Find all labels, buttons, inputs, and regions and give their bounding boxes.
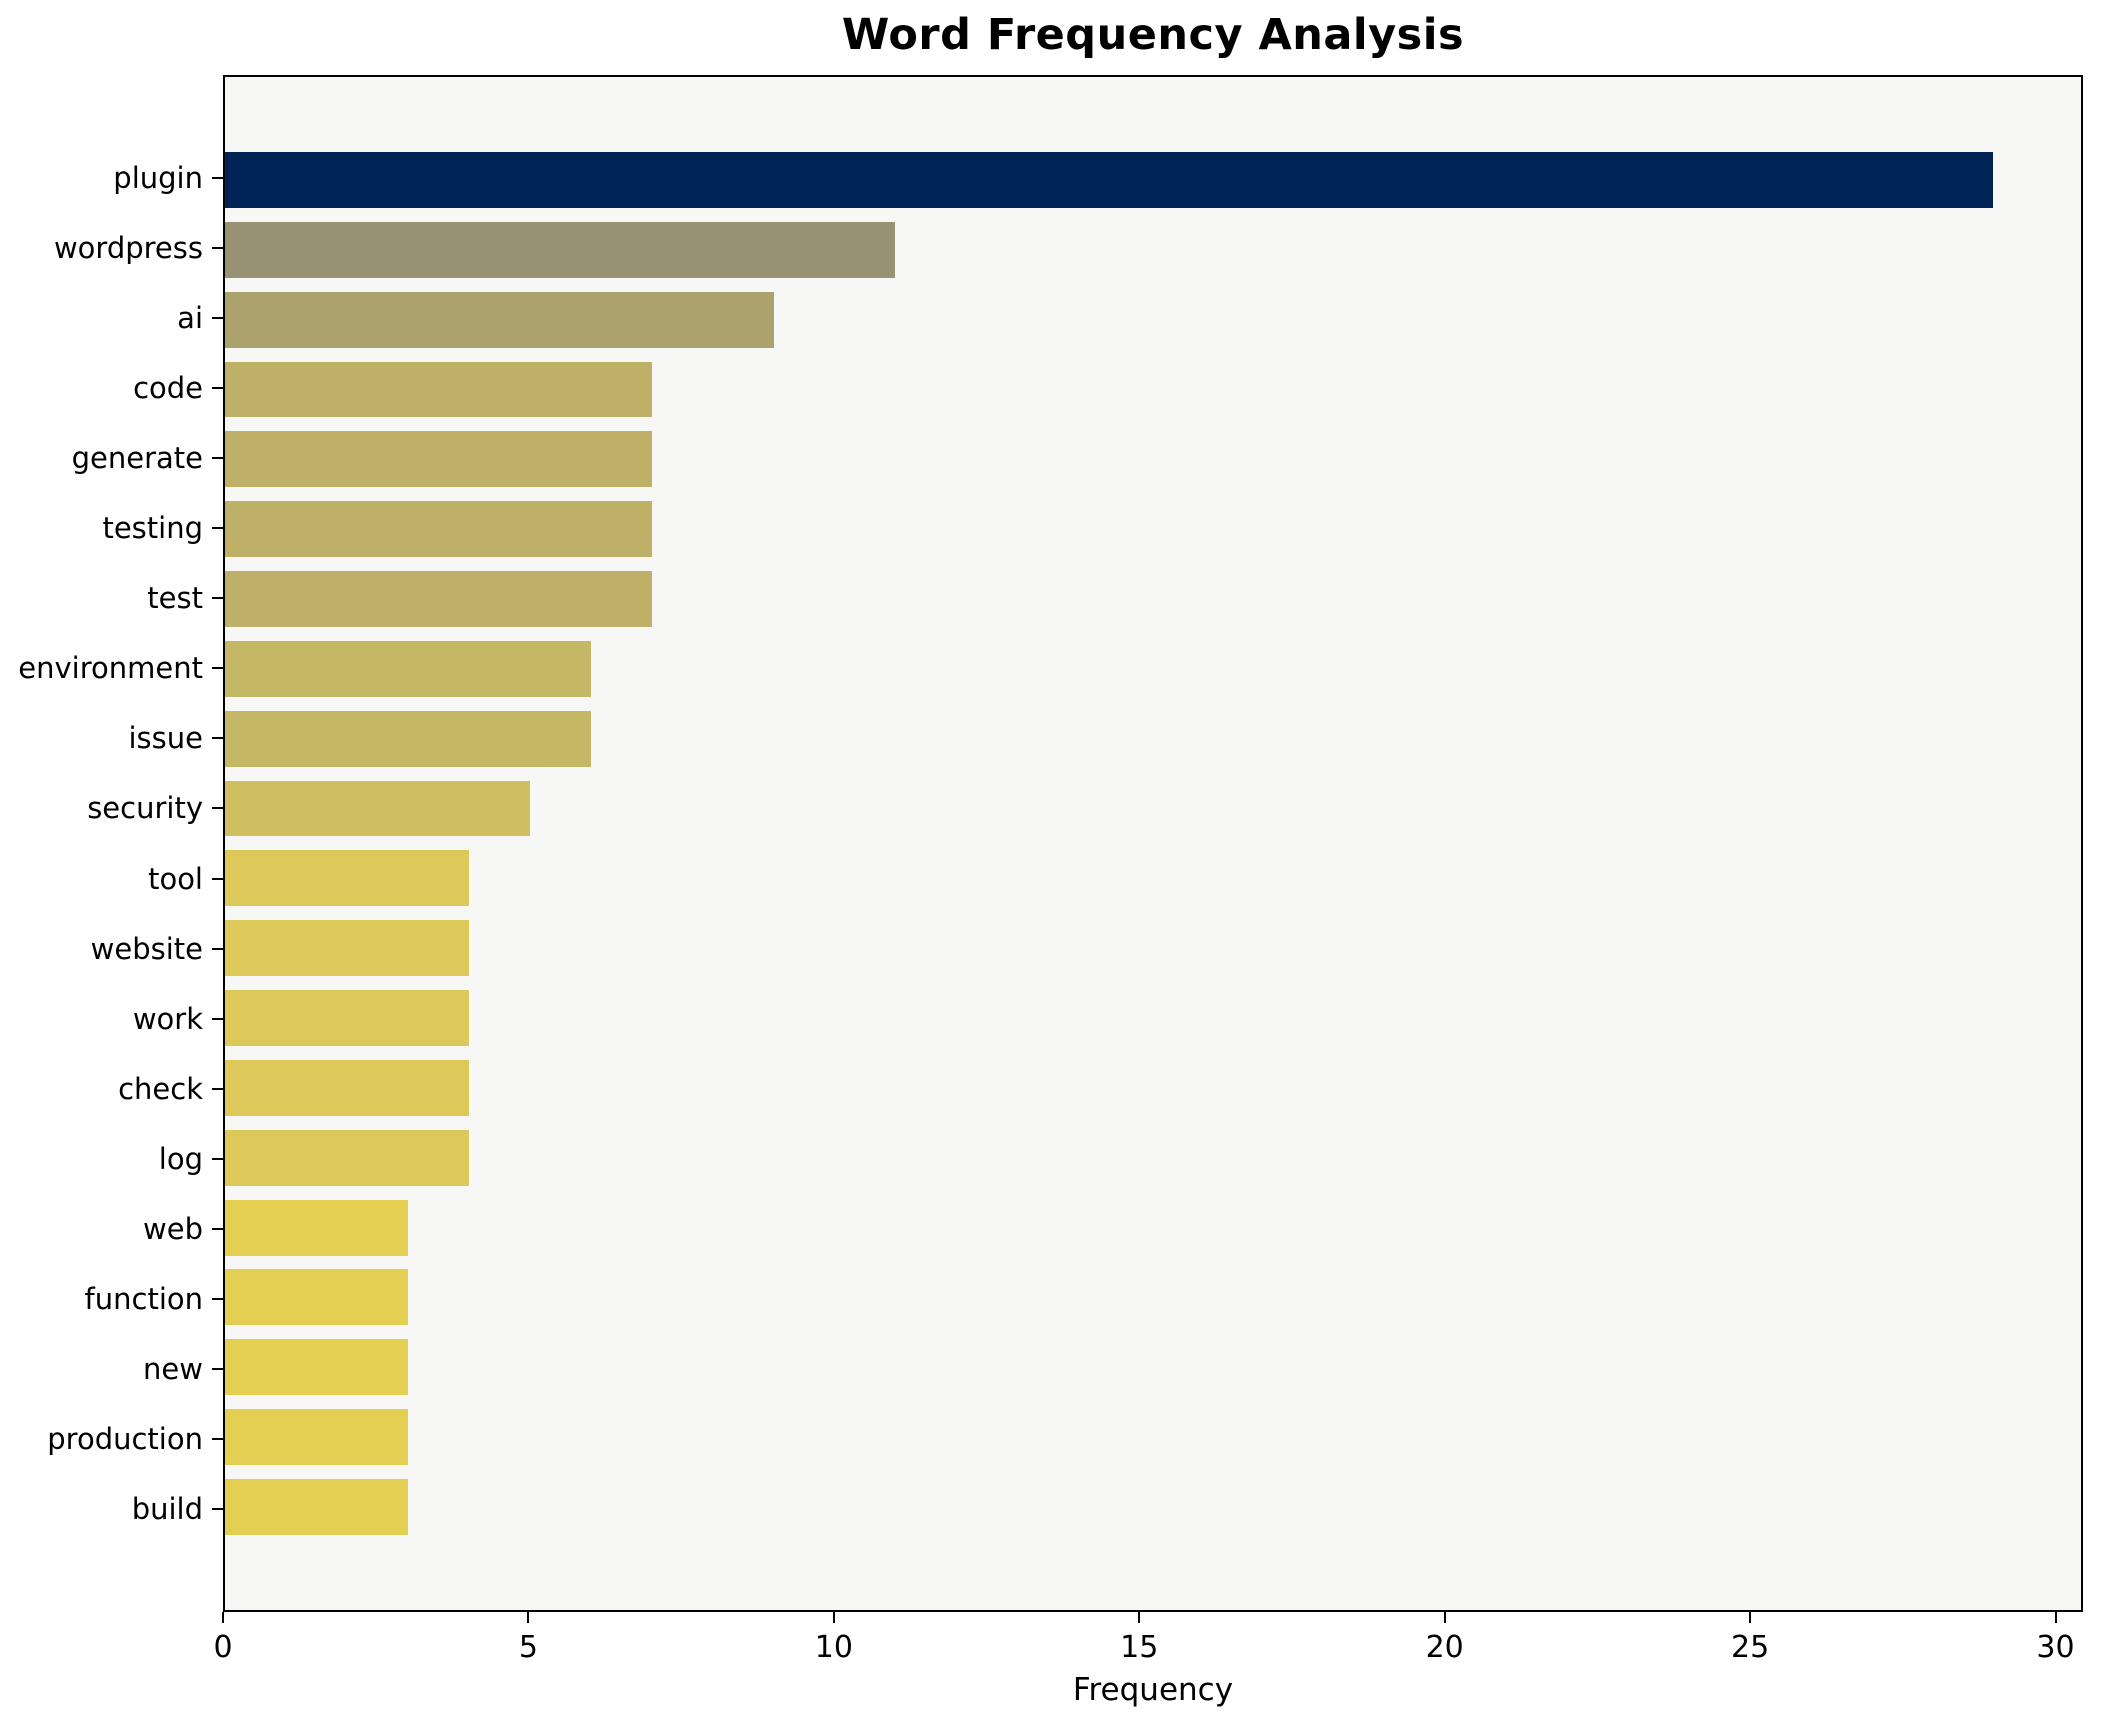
bar-generate [225, 431, 652, 488]
bar-rows [225, 145, 2081, 1542]
y-tick-mark [212, 527, 223, 530]
bar-row-security [225, 774, 2081, 844]
x-tick-label-25: 25 [1730, 1630, 1770, 1665]
y-tick-mark [212, 1367, 223, 1370]
x-tick-mark [1138, 1612, 1141, 1623]
y-tick-mark [212, 597, 223, 600]
bar-row-tool [225, 843, 2081, 913]
y-tick-mark [212, 807, 223, 810]
y-tick-label-log: log [158, 1141, 203, 1176]
y-tick-label-website: website [90, 931, 203, 966]
bar-code [225, 361, 652, 418]
y-tick-label-environment: environment [18, 651, 203, 686]
y-tick-label-code: code [133, 371, 203, 406]
bar-test [225, 571, 652, 627]
y-tick-label-work: work [132, 1001, 203, 1036]
bar-new [225, 1339, 408, 1396]
x-axis-label: Frequency [1072, 1672, 1234, 1708]
x-tick-mark [527, 1612, 530, 1623]
y-tick-label-build: build [131, 1491, 203, 1526]
y-tick-mark [212, 387, 223, 390]
chart-title: Word Frequency Analysis [841, 10, 1465, 60]
y-tick-mark [212, 1227, 223, 1230]
bar-row-ai [225, 285, 2081, 355]
x-tick-mark [1443, 1612, 1446, 1623]
bar-row-testing [225, 494, 2081, 564]
bar-web [225, 1199, 408, 1256]
bar-build [225, 1479, 408, 1535]
bar-row-code [225, 355, 2081, 425]
y-tick-label-testing: testing [102, 511, 203, 546]
bar-website [225, 920, 469, 977]
y-tick-label-plugin: plugin [113, 161, 203, 196]
bar-work [225, 990, 469, 1046]
x-tick-label-30: 30 [2036, 1630, 2075, 1665]
y-tick-mark [212, 1437, 223, 1440]
bar-row-log [225, 1123, 2081, 1193]
y-tick-mark [212, 247, 223, 250]
bar-issue [225, 710, 591, 767]
bar-row-work [225, 983, 2081, 1053]
bar-row-build [225, 1472, 2081, 1542]
y-tick-label-security: security [87, 791, 203, 826]
y-tick-mark [212, 667, 223, 670]
bar-wordpress [225, 221, 896, 278]
bar-plugin [225, 151, 1993, 208]
bar-function [225, 1269, 408, 1326]
bar-log [225, 1129, 469, 1186]
bar-ai [225, 291, 774, 348]
y-tick-label-test: test [147, 581, 203, 616]
y-tick-label-issue: issue [128, 721, 204, 756]
x-tick-mark [2054, 1612, 2057, 1623]
y-tick-label-ai: ai [177, 301, 203, 336]
bar-row-web [225, 1193, 2081, 1263]
bar-row-website [225, 913, 2081, 983]
y-tick-mark [212, 177, 223, 180]
bar-production [225, 1409, 408, 1466]
y-tick-label-web: web [143, 1211, 203, 1246]
y-tick-mark [212, 737, 223, 740]
bar-row-function [225, 1263, 2081, 1333]
bar-row-environment [225, 634, 2081, 704]
x-tick-label-15: 15 [1120, 1630, 1159, 1665]
bar-security [225, 780, 530, 837]
y-tick-mark [212, 1157, 223, 1160]
y-tick-mark [212, 1087, 223, 1090]
y-tick-label-new: new [143, 1351, 203, 1386]
plot-area [223, 75, 2083, 1612]
bar-testing [225, 501, 652, 558]
bar-check [225, 1059, 469, 1116]
y-tick-mark [212, 457, 223, 460]
x-tick-mark [222, 1612, 224, 1623]
bar-row-wordpress [225, 215, 2081, 285]
bar-row-new [225, 1332, 2081, 1402]
y-tick-label-tool: tool [148, 861, 203, 896]
y-tick-mark [212, 947, 223, 950]
x-tick-label-10: 10 [814, 1630, 853, 1665]
y-tick-mark [212, 1507, 223, 1510]
y-tick-label-generate: generate [71, 441, 203, 476]
bar-row-generate [225, 424, 2081, 494]
y-tick-label-check: check [118, 1071, 203, 1106]
y-tick-mark [212, 877, 223, 880]
bar-row-plugin [225, 145, 2081, 215]
x-tick-label-0: 0 [213, 1630, 233, 1665]
bar-tool [225, 850, 469, 907]
bar-row-issue [225, 704, 2081, 774]
bar-row-check [225, 1053, 2081, 1123]
y-tick-label-production: production [47, 1421, 203, 1456]
x-tick-mark [1749, 1612, 1752, 1623]
x-tick-mark [832, 1612, 835, 1623]
y-tick-mark [212, 1297, 223, 1300]
y-tick-mark [212, 317, 223, 320]
x-tick-label-5: 5 [518, 1630, 538, 1665]
y-tick-label-wordpress: wordpress [53, 231, 203, 266]
bar-environment [225, 640, 591, 697]
y-tick-mark [212, 1017, 223, 1020]
x-tick-label-20: 20 [1425, 1630, 1464, 1665]
bar-row-test [225, 564, 2081, 634]
bar-row-production [225, 1402, 2081, 1472]
y-tick-label-function: function [84, 1281, 203, 1316]
